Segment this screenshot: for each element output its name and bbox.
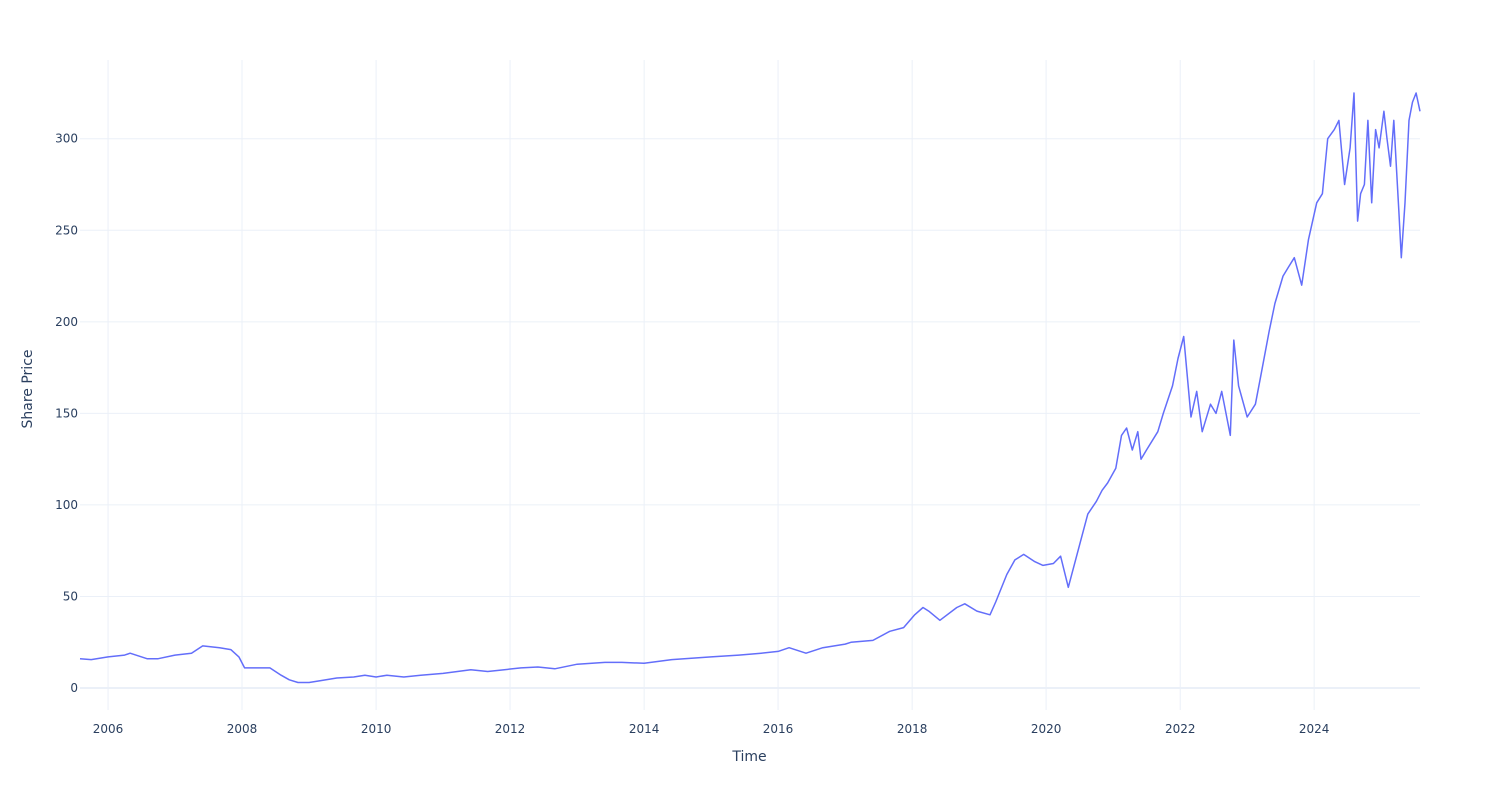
x-tick-label: 2024 [1299, 722, 1330, 736]
y-tick-label: 50 [63, 589, 78, 603]
x-tick-label: 2014 [629, 722, 660, 736]
x-tick-label: 2018 [897, 722, 928, 736]
x-axis-tick-labels: 2006 2008 2010 2012 2014 2016 2018 2020 2022 2024 [93, 722, 1330, 736]
x-tick-label: 2020 [1031, 722, 1062, 736]
x-tick-label: 2012 [495, 722, 526, 736]
y-tick-label: 200 [55, 315, 78, 329]
y-tick-label: 150 [55, 406, 78, 420]
y-tick-label: 250 [55, 223, 78, 237]
x-tick-label: 2006 [93, 722, 124, 736]
x-axis-title: Time [731, 749, 766, 765]
y-tick-label: 300 [55, 132, 78, 146]
y-tick-label: 100 [55, 498, 78, 512]
share-price-series-line [79, 92, 1421, 684]
grid-lines [80, 60, 1420, 710]
y-axis-title: Share Price [20, 349, 36, 428]
series-layer [79, 92, 1421, 684]
x-tick-label: 2008 [227, 722, 258, 736]
x-tick-label: 2016 [763, 722, 794, 736]
x-tick-label: 2022 [1165, 722, 1196, 736]
x-tick-label: 2010 [361, 722, 392, 736]
y-axis-tick-labels: 0 50 100 150 200 250 300 [55, 132, 78, 695]
y-tick-label: 0 [70, 681, 78, 695]
